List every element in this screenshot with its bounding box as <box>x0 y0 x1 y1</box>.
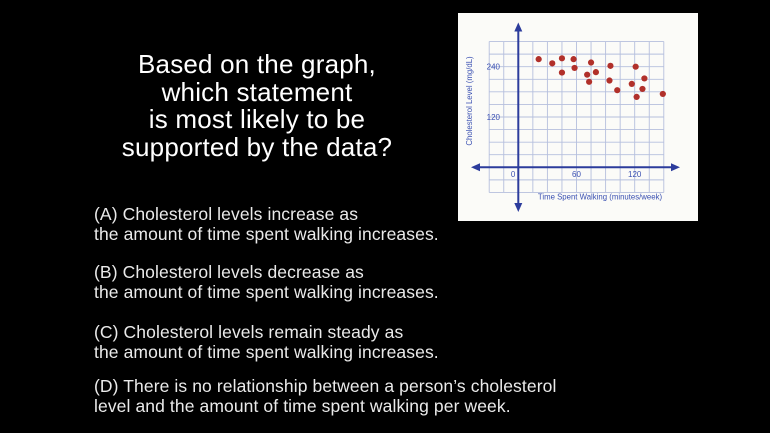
x-axis-right-arrow-icon <box>671 163 680 172</box>
answer-option-d-line2: level and the amount of time spent walki… <box>94 396 511 416</box>
answer-option-a-line1: (A) Cholesterol levels increase as <box>94 204 359 224</box>
x-tick-label: 0 <box>511 170 516 179</box>
answer-option-b-line2: the amount of time spent walking increas… <box>94 282 439 302</box>
data-point <box>641 75 648 82</box>
x-axis-label: Time Spent Walking (minutes/week) <box>538 193 663 202</box>
data-point <box>639 85 646 93</box>
scatter-plot-svg: 240 120 0 60 120 Time Spent Walking (minutes/… <box>465 22 680 212</box>
answer-option-d: (D) There is no relationship between a p… <box>94 376 754 416</box>
answer-option-c-line1: (C) Cholesterol levels remain steady as <box>94 322 404 342</box>
question-title-line: supported by the data? <box>121 131 393 162</box>
answer-option-d-line1: (D) There is no relationship between a p… <box>94 376 557 396</box>
question-title-line: is most likely to be <box>148 104 366 134</box>
data-point <box>586 78 593 85</box>
question-title-line: Based on the graph, <box>138 49 376 79</box>
x-tick-label: 60 <box>572 170 581 179</box>
data-point <box>535 56 542 63</box>
data-point <box>558 55 566 62</box>
y-tick-label: 240 <box>487 63 501 72</box>
data-point <box>614 87 621 94</box>
answer-option-c-line2: the amount of time spent walking increas… <box>94 342 439 362</box>
data-point <box>584 71 591 78</box>
data-point <box>633 93 640 100</box>
data-point <box>587 59 595 66</box>
y-axis-label: Cholesterol Level (mg/dL) <box>465 56 474 146</box>
x-axis-left-arrow-icon <box>471 163 480 172</box>
data-point <box>592 69 599 76</box>
data-point <box>628 80 635 87</box>
question-title: Based on the graph, which statement is m… <box>57 49 457 162</box>
answer-option-c: (C) Cholesterol levels remain steady as … <box>94 322 754 362</box>
scatter-plot-panel: 240 120 0 60 120 Time Spent Walking (minutes/… <box>458 13 698 221</box>
y-axis-up-arrow-icon <box>514 22 523 32</box>
y-axis-down-arrow-icon <box>514 203 523 212</box>
data-point <box>659 90 666 98</box>
data-point <box>606 77 613 84</box>
data-point <box>632 63 639 70</box>
data-point <box>571 64 578 72</box>
data-point <box>607 62 614 69</box>
data-point <box>570 56 577 63</box>
answer-option-b-line1: (B) Cholesterol levels decrease as <box>94 262 364 282</box>
question-title-line: which statement <box>161 76 353 107</box>
answer-option-b: (B) Cholesterol levels decrease as the a… <box>94 262 754 302</box>
answer-option-a-line2: the amount of time spent walking increas… <box>94 224 439 244</box>
y-tick-label: 120 <box>487 113 501 122</box>
data-point <box>558 69 566 76</box>
answer-option-a: (A) Cholesterol levels increase as the a… <box>94 204 754 244</box>
x-tick-label: 120 <box>628 170 642 179</box>
data-point <box>549 60 556 67</box>
